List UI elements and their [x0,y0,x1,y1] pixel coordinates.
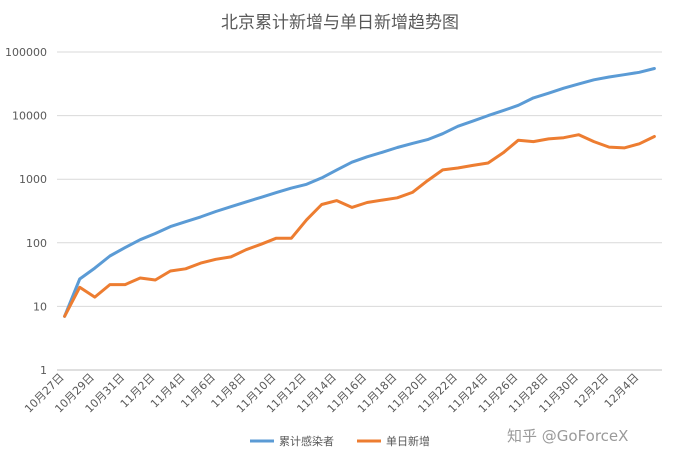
y-tick-label: 100000 [5,46,47,59]
watermark-text: 知乎 @GoForceX [507,427,628,445]
y-tick-label: 1000 [19,173,47,186]
y-tick-label: 10000 [12,110,47,123]
series-line-1 [63,67,656,318]
legend-label: 累计感染者 [279,434,334,448]
y-tick-label: 1 [40,364,47,377]
x-axis-ticks: 10月27日10月29日10月31日11月2日11月4日11月6日11月8日11… [22,371,641,416]
legend-label: 单日新增 [386,434,430,448]
chart-title: 北京累计新增与单日新增趋势图 [221,13,459,33]
y-tick-label: 100 [26,237,47,250]
gridlines [57,51,662,371]
legend: 累计感染者 单日新增 [250,434,430,448]
y-axis-ticks: 1 10 100 1000 10000 100000 [5,46,47,377]
series-line-2 [63,133,656,318]
series [63,67,656,318]
y-tick-label: 10 [33,300,47,313]
